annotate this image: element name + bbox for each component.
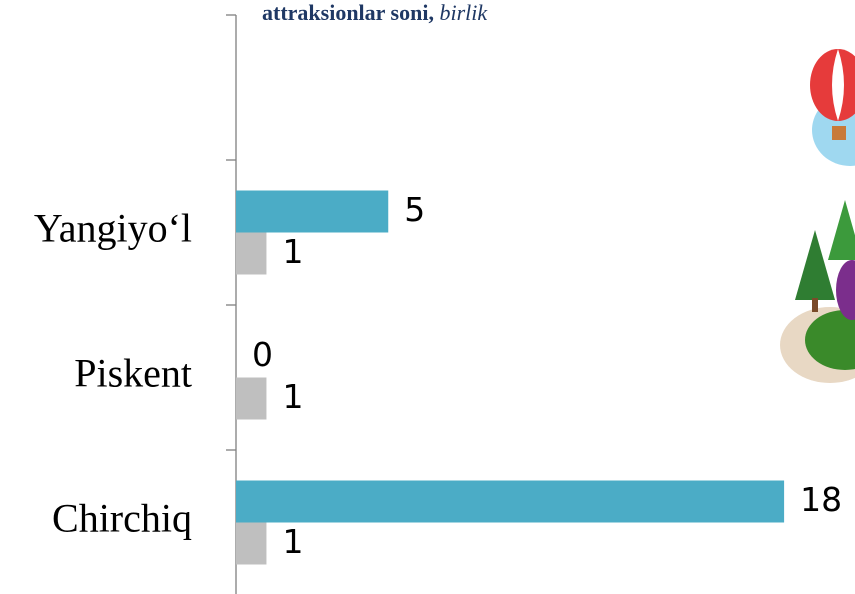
data-label: 1 — [282, 377, 303, 416]
illustration — [780, 49, 855, 383]
bar — [236, 378, 266, 420]
chart-subtitle: birlik — [439, 0, 488, 25]
page: {"chart_data": {"type": "bar", "orientat… — [0, 0, 855, 594]
y-tick-label: Piskent — [74, 351, 192, 396]
data-label: 18 — [800, 480, 842, 519]
bar — [236, 481, 784, 523]
data-label: 1 — [282, 232, 303, 271]
bar — [236, 233, 266, 275]
bar — [236, 191, 388, 233]
data-label: 1 — [282, 522, 303, 561]
chart-title: attraksionlar soni, — [262, 0, 434, 25]
data-label: 0 — [252, 335, 273, 374]
y-tick-label: Yangiyo‘l — [34, 206, 192, 251]
y-tick-label: Chirchiq — [52, 496, 192, 541]
chart-title-group: attraksionlar soni, birlik — [262, 0, 488, 25]
chart: attraksionlar soni, birlik Yangiyo‘l 5 1 Pi… — [0, 0, 855, 594]
data-label: 5 — [404, 190, 425, 229]
bar — [236, 523, 266, 565]
